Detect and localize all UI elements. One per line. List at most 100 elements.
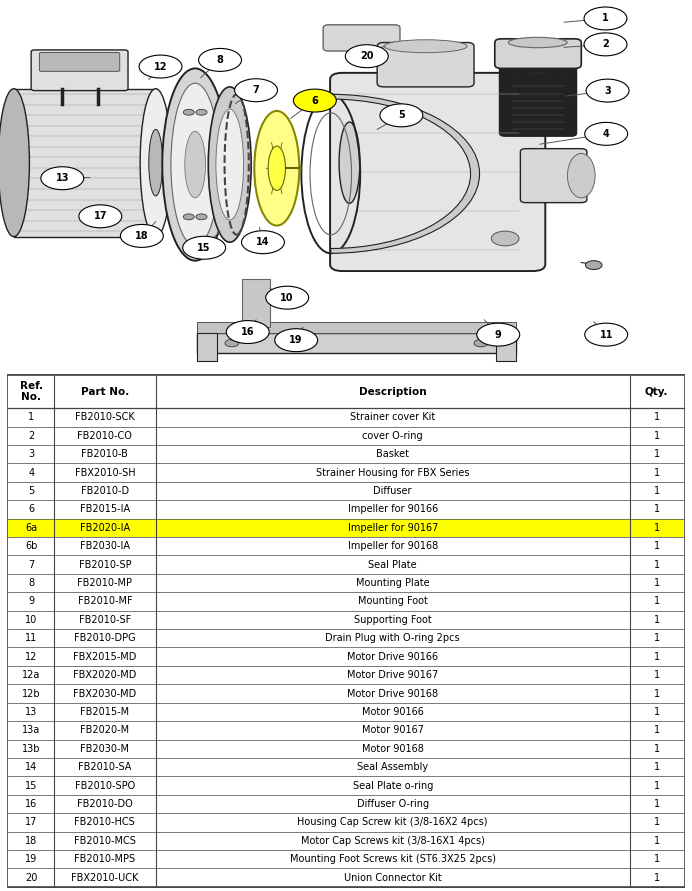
- Circle shape: [139, 55, 182, 78]
- Text: 1: 1: [654, 872, 659, 883]
- Text: 19: 19: [25, 854, 37, 864]
- Text: 9: 9: [495, 330, 502, 339]
- Text: 1: 1: [654, 523, 659, 533]
- Text: 1: 1: [602, 13, 609, 23]
- Text: 9: 9: [28, 596, 34, 607]
- Text: FB2030-M: FB2030-M: [80, 744, 129, 754]
- Text: 17: 17: [93, 211, 107, 221]
- Circle shape: [477, 323, 520, 346]
- Text: 1: 1: [654, 615, 659, 625]
- Text: 7: 7: [28, 560, 35, 569]
- Ellipse shape: [208, 87, 251, 242]
- Circle shape: [235, 78, 277, 102]
- Circle shape: [41, 167, 84, 190]
- Wedge shape: [331, 94, 480, 253]
- Text: 12b: 12b: [22, 689, 40, 699]
- Text: FBX2010-UCK: FBX2010-UCK: [71, 872, 138, 883]
- Ellipse shape: [339, 122, 360, 203]
- Text: Strainer cover Kit: Strainer cover Kit: [350, 413, 435, 422]
- Text: Impeller for 90168: Impeller for 90168: [347, 541, 438, 552]
- Ellipse shape: [255, 110, 299, 225]
- Text: FB2015-IA: FB2015-IA: [80, 504, 130, 514]
- FancyBboxPatch shape: [8, 684, 684, 703]
- FancyBboxPatch shape: [8, 758, 684, 776]
- Text: 1: 1: [654, 744, 659, 754]
- Text: FB2010-SF: FB2010-SF: [79, 615, 131, 625]
- Text: 15: 15: [25, 781, 37, 790]
- Text: Qty.: Qty.: [645, 387, 668, 396]
- Text: Housing Cap Screw kit (3/8-16X2 4pcs): Housing Cap Screw kit (3/8-16X2 4pcs): [298, 817, 488, 828]
- Text: Description: Description: [359, 387, 426, 396]
- Circle shape: [345, 45, 388, 68]
- Text: FB2010-MCS: FB2010-MCS: [74, 836, 136, 846]
- Text: FB2010-MP: FB2010-MP: [78, 578, 132, 588]
- Circle shape: [293, 89, 336, 112]
- Text: 1: 1: [654, 707, 659, 717]
- FancyBboxPatch shape: [500, 65, 576, 136]
- Text: Mounting Foot: Mounting Foot: [358, 596, 428, 607]
- Text: 8: 8: [28, 578, 34, 588]
- Circle shape: [586, 79, 629, 102]
- Text: FB2010-SA: FB2010-SA: [78, 762, 131, 772]
- Text: 19: 19: [289, 335, 303, 345]
- Text: Motor Drive 90168: Motor Drive 90168: [347, 689, 438, 699]
- Text: FB2010-B: FB2010-B: [82, 449, 128, 459]
- Text: 6a: 6a: [25, 523, 37, 533]
- Text: Motor 90166: Motor 90166: [362, 707, 424, 717]
- FancyBboxPatch shape: [8, 375, 684, 887]
- FancyBboxPatch shape: [8, 610, 684, 629]
- FancyBboxPatch shape: [8, 519, 684, 537]
- Text: 11: 11: [599, 330, 613, 339]
- Circle shape: [242, 231, 284, 254]
- Text: Strainer Housing for FBX Series: Strainer Housing for FBX Series: [316, 468, 469, 478]
- FancyBboxPatch shape: [8, 408, 684, 427]
- Text: Ref.
No.: Ref. No.: [19, 380, 43, 403]
- Text: 6: 6: [28, 504, 34, 514]
- Text: 1: 1: [654, 449, 659, 459]
- Text: Part No.: Part No.: [81, 387, 129, 396]
- FancyBboxPatch shape: [197, 332, 516, 353]
- Circle shape: [120, 225, 163, 248]
- Text: 6b: 6b: [25, 541, 37, 552]
- Text: 1: 1: [654, 670, 659, 680]
- FancyBboxPatch shape: [520, 149, 587, 202]
- Text: 20: 20: [360, 51, 374, 61]
- Text: 13a: 13a: [22, 725, 40, 735]
- FancyBboxPatch shape: [8, 740, 684, 758]
- Text: 1: 1: [654, 817, 659, 828]
- Text: 20: 20: [25, 872, 37, 883]
- FancyBboxPatch shape: [8, 593, 684, 610]
- FancyBboxPatch shape: [39, 53, 120, 71]
- FancyBboxPatch shape: [242, 279, 270, 327]
- Text: Impeller for 90167: Impeller for 90167: [347, 523, 438, 533]
- Text: Supporting Foot: Supporting Foot: [354, 615, 432, 625]
- FancyBboxPatch shape: [8, 463, 684, 482]
- Text: 1: 1: [654, 486, 659, 496]
- FancyBboxPatch shape: [14, 89, 156, 237]
- FancyBboxPatch shape: [377, 43, 474, 87]
- FancyBboxPatch shape: [330, 73, 545, 271]
- Text: Diffuser: Diffuser: [374, 486, 412, 496]
- Text: FB2015-M: FB2015-M: [80, 707, 129, 717]
- FancyBboxPatch shape: [8, 721, 684, 740]
- Text: Motor Drive 90167: Motor Drive 90167: [347, 670, 438, 680]
- Text: 17: 17: [25, 817, 37, 828]
- Text: FBX2015-MD: FBX2015-MD: [73, 651, 136, 662]
- Circle shape: [199, 48, 242, 71]
- Text: Drain Plug with O-ring 2pcs: Drain Plug with O-ring 2pcs: [325, 634, 460, 643]
- Text: 4: 4: [28, 468, 34, 478]
- Text: 1: 1: [654, 504, 659, 514]
- Circle shape: [226, 321, 269, 344]
- Text: FB2010-SCK: FB2010-SCK: [75, 413, 135, 422]
- Text: FB2010-SPO: FB2010-SPO: [75, 781, 135, 790]
- FancyBboxPatch shape: [323, 25, 400, 51]
- Text: 1: 1: [654, 560, 659, 569]
- Text: 1: 1: [654, 762, 659, 772]
- Text: 5: 5: [398, 110, 405, 120]
- Text: FB2010-MPS: FB2010-MPS: [74, 854, 136, 864]
- Text: Motor 90167: Motor 90167: [362, 725, 424, 735]
- Text: 15: 15: [197, 242, 211, 253]
- Circle shape: [584, 33, 627, 56]
- Text: 5: 5: [28, 486, 35, 496]
- Text: 1: 1: [28, 413, 34, 422]
